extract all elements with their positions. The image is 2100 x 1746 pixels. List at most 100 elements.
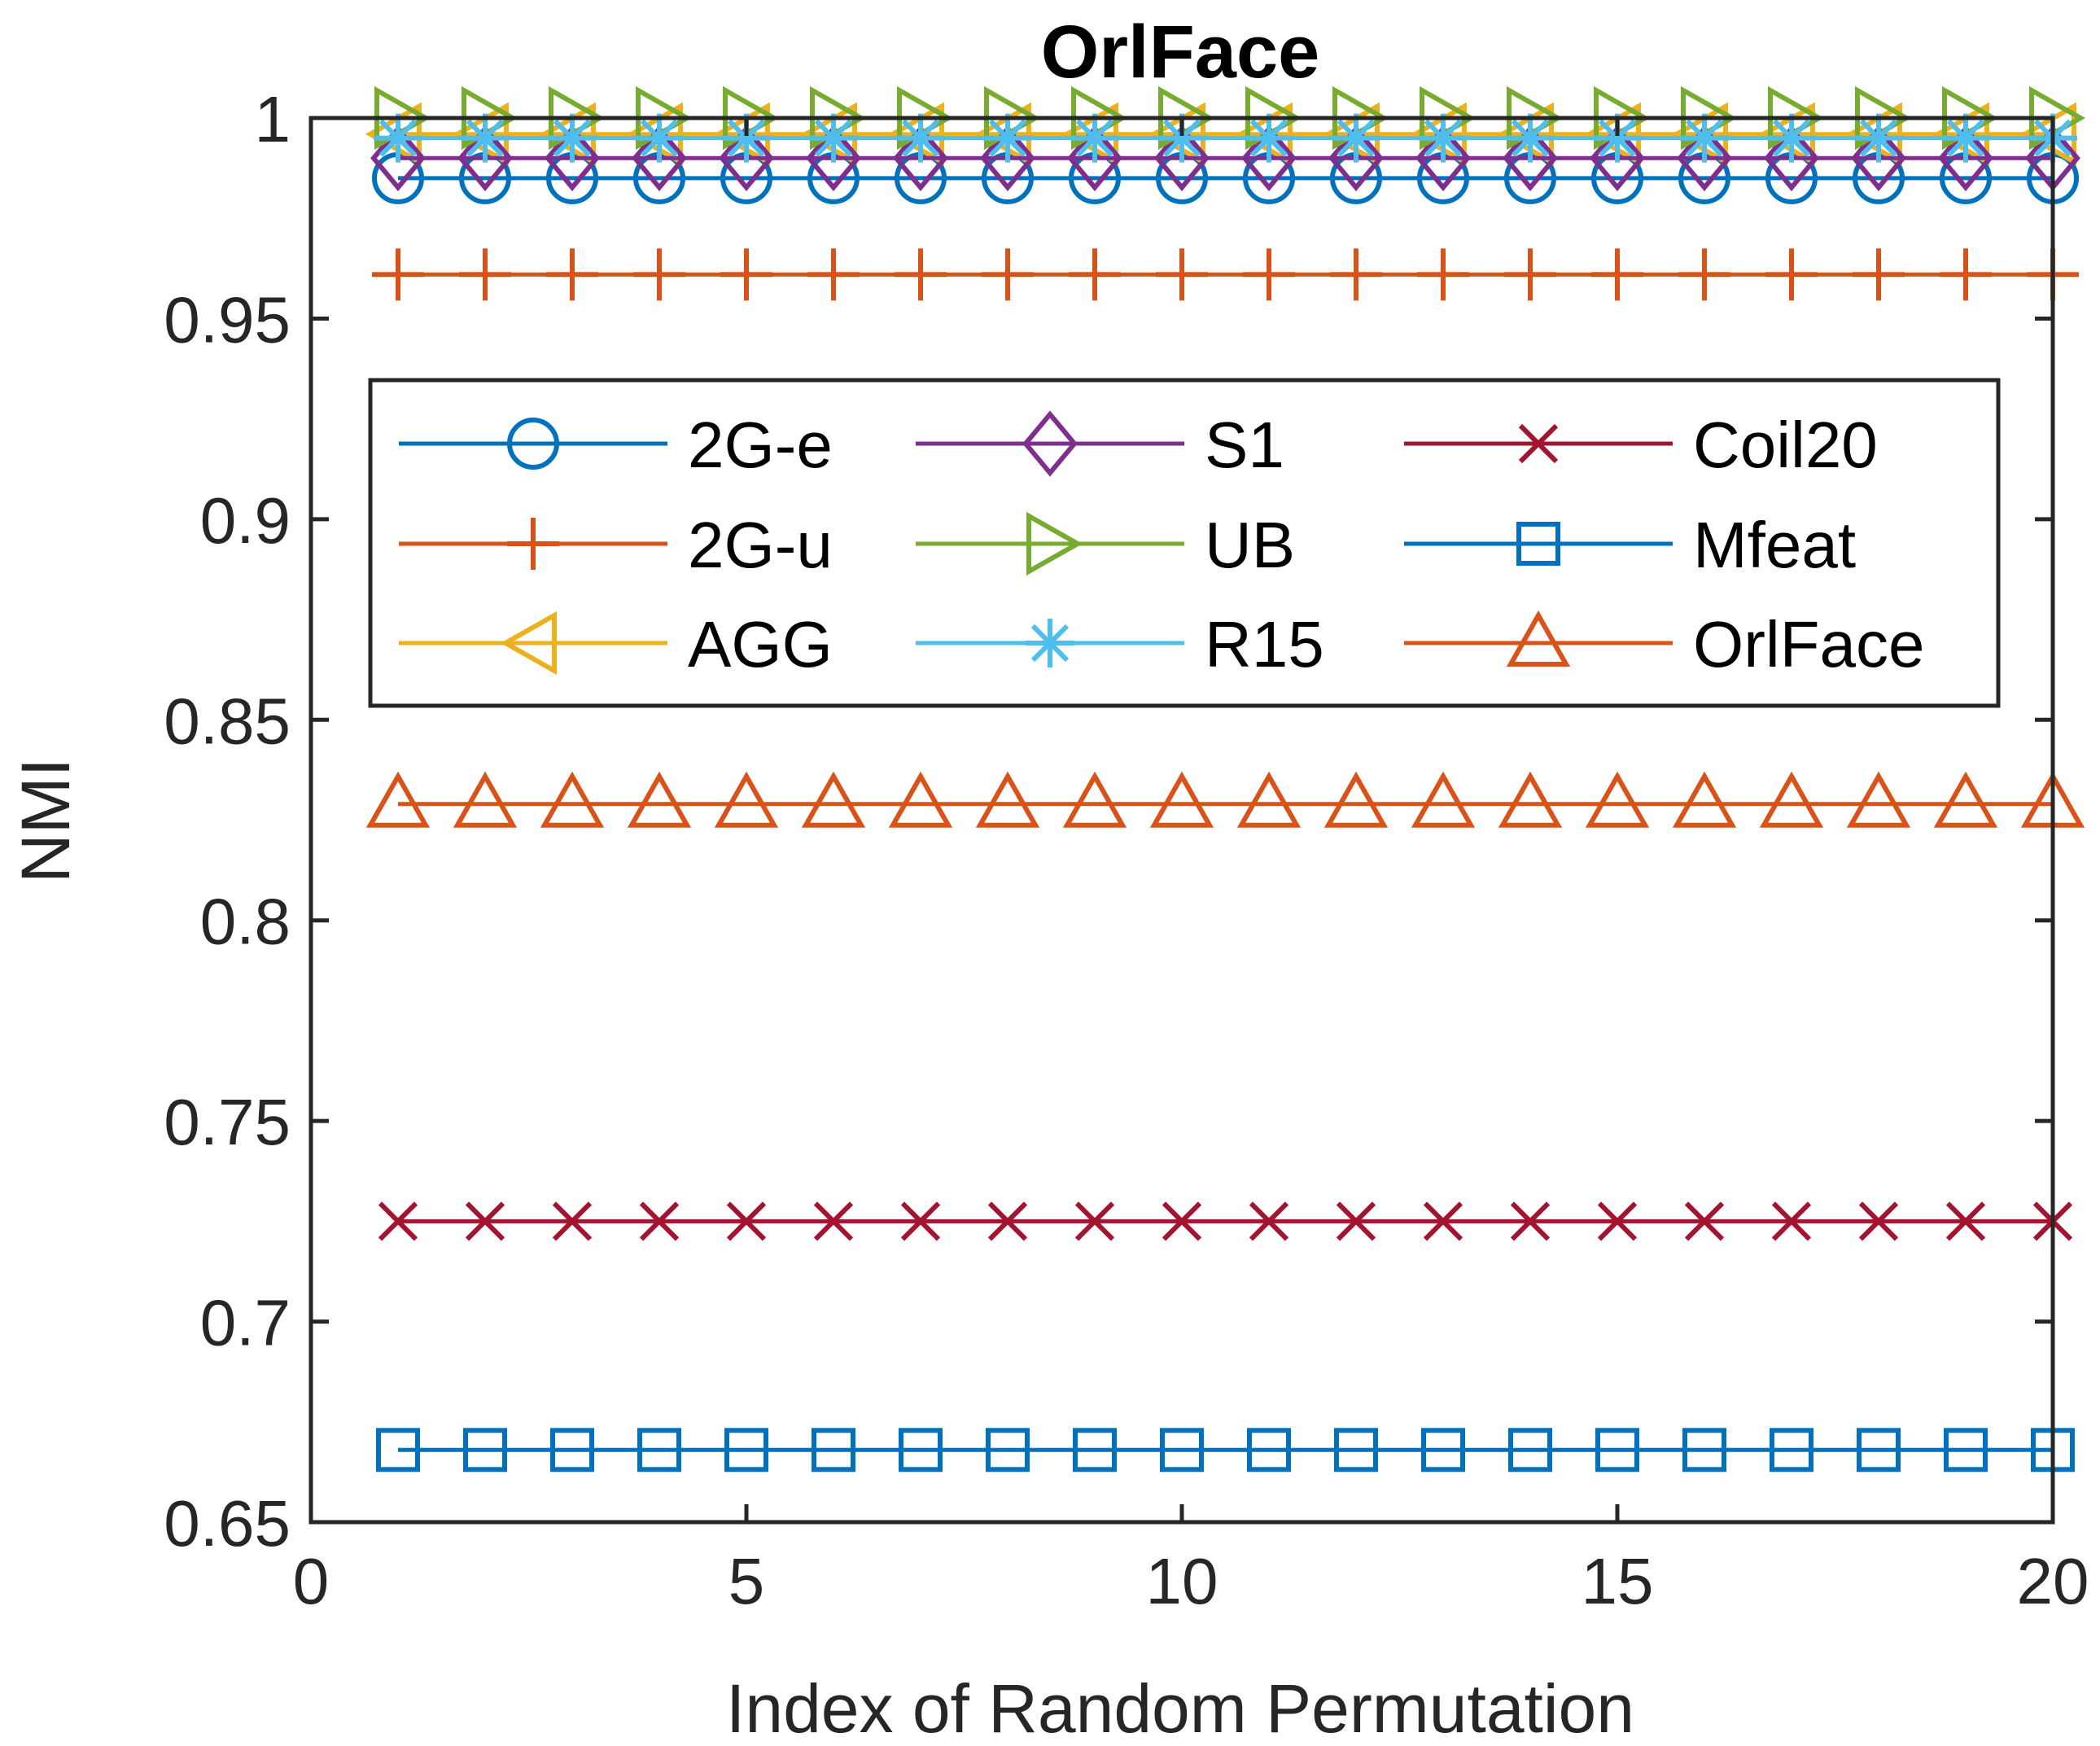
data-point-coil20 — [1423, 1201, 1463, 1241]
data-point-s1 — [370, 125, 426, 191]
data-point-orlface — [714, 771, 779, 828]
data-point-agg — [365, 102, 422, 166]
data-point-coil20 — [987, 1201, 1028, 1241]
data-point-mfeat — [1247, 1428, 1291, 1473]
data-point-2g-u — [1940, 248, 1992, 301]
legend-entry-coil20: Coil20 — [1404, 409, 1878, 481]
data-point-orlface — [888, 771, 953, 828]
data-point-coil20 — [639, 1201, 680, 1241]
data-point-agg — [1148, 102, 1205, 166]
y-tick-label: 1 — [255, 83, 291, 155]
data-point-r15 — [1854, 113, 1903, 163]
y-tick-label: 0.8 — [200, 886, 291, 958]
series-2g-u — [372, 248, 2079, 301]
data-point-agg — [800, 102, 857, 166]
legend-label-coil20: Coil20 — [1693, 409, 1878, 481]
data-point-mfeat — [1770, 1428, 1813, 1473]
data-point-2g-u — [546, 248, 598, 301]
legend-label-s1: S1 — [1205, 409, 1284, 481]
legend-entry-agg: AGG — [399, 608, 833, 680]
series-orlface — [365, 771, 2085, 828]
legend-marker-orlface — [1506, 610, 1571, 667]
data-point-agg — [1758, 102, 1815, 166]
data-point-s1 — [457, 125, 513, 191]
data-point-agg — [887, 102, 944, 166]
data-point-orlface — [1933, 771, 1998, 828]
plot-background — [311, 118, 2053, 1522]
data-point-r15 — [722, 113, 771, 163]
series-s1 — [370, 125, 2080, 191]
y-axis-label: NMI — [7, 758, 84, 883]
x-axis-label: Index of Random Permutation — [726, 1670, 1634, 1746]
data-point-s1 — [1067, 125, 1122, 191]
data-point-2g-u — [1069, 248, 1121, 301]
data-point-agg — [974, 102, 1031, 166]
data-point-coil20 — [1597, 1201, 1638, 1241]
data-point-r15 — [983, 113, 1032, 163]
legend-label-ub: UB — [1205, 509, 1295, 581]
data-point-r15 — [1941, 113, 1990, 163]
data-point-2g-u — [1417, 248, 1469, 301]
data-point-2g-u — [1853, 248, 1905, 301]
data-point-2g-u — [1765, 248, 1818, 301]
data-point-coil20 — [900, 1201, 941, 1241]
data-point-s1 — [980, 125, 1035, 191]
data-point-s1 — [545, 125, 600, 191]
y-tick-label: 0.9 — [200, 484, 291, 557]
legend-marker-coil20 — [1518, 423, 1559, 464]
series-agg — [365, 102, 2076, 166]
data-point-mfeat — [1421, 1428, 1465, 1473]
data-point-mfeat — [1857, 1428, 1901, 1473]
data-point-mfeat — [1073, 1428, 1117, 1473]
data-point-mfeat — [1508, 1428, 1552, 1473]
data-point-2g-u — [1504, 248, 1556, 301]
legend-marker-agg — [500, 610, 557, 676]
legend-marker-mfeat — [1516, 522, 1560, 566]
data-point-mfeat — [637, 1428, 681, 1473]
data-point-mfeat — [1160, 1428, 1204, 1473]
data-point-agg — [2019, 102, 2076, 166]
chart-title: OrlFace — [1041, 11, 1320, 94]
legend-label-r15: R15 — [1205, 608, 1324, 680]
data-point-s1 — [632, 125, 687, 191]
data-point-coil20 — [726, 1201, 767, 1241]
data-point-s1 — [1938, 125, 1993, 191]
data-point-orlface — [1498, 771, 1563, 828]
data-point-s1 — [1764, 125, 1819, 191]
legend-marker-2g-u — [507, 518, 559, 570]
data-point-coil20 — [1684, 1201, 1725, 1241]
data-point-r15 — [1070, 113, 1119, 163]
legend-marker-r15 — [1026, 619, 1074, 667]
series-coil20 — [378, 1201, 2073, 1241]
data-point-2g-u — [807, 248, 860, 301]
data-point-mfeat — [986, 1428, 1030, 1473]
y-tick-label: 0.95 — [164, 283, 291, 356]
legend-entry-orlface: OrlFace — [1404, 608, 1925, 680]
data-point-2g-u — [1243, 248, 1295, 301]
data-point-2g-u — [1678, 248, 1730, 301]
data-point-agg — [1497, 102, 1554, 166]
data-point-orlface — [1672, 771, 1737, 828]
data-point-mfeat — [812, 1428, 855, 1473]
legend: 2G-e 2G-u AGG S1 UB R15 Coil20 Mfeat OrlFace — [368, 378, 2001, 708]
data-point-s1 — [1328, 125, 1384, 191]
legend-marker-s1 — [1022, 410, 1078, 477]
data-point-coil20 — [1074, 1201, 1115, 1241]
x-tick-label: 15 — [1582, 1545, 1654, 1617]
plot-area — [308, 85, 2086, 1525]
legend-marker-2g-e — [507, 418, 559, 470]
data-point-coil20 — [1162, 1201, 1202, 1241]
data-point-orlface — [1585, 771, 1650, 828]
x-tick-label: 10 — [1146, 1545, 1218, 1617]
data-point-agg — [713, 102, 770, 166]
x-tick-label: 5 — [728, 1545, 765, 1617]
data-point-coil20 — [1945, 1201, 1986, 1241]
data-point-orlface — [1411, 771, 1476, 828]
data-point-s1 — [893, 125, 948, 191]
data-point-s1 — [1851, 125, 1906, 191]
data-point-r15 — [1419, 113, 1468, 163]
data-point-s1 — [1503, 125, 1558, 191]
data-point-2g-u — [633, 248, 685, 301]
data-point-orlface — [801, 771, 866, 828]
